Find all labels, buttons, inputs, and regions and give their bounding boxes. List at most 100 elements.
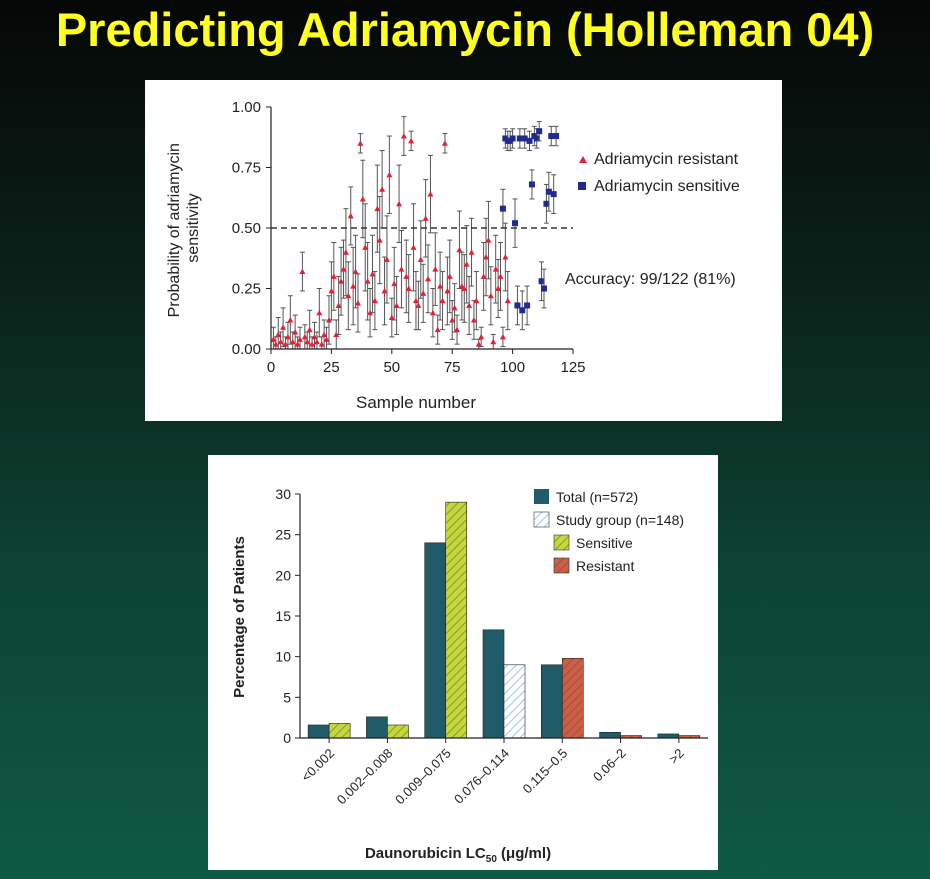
legend: Total (n=572) Study group (n=148) Sensit… — [533, 489, 684, 574]
x-tick-label: >2 — [666, 746, 687, 767]
point-resistant — [468, 249, 475, 255]
x-tick-label: 0.009–0.075 — [392, 746, 454, 808]
point-resistant — [398, 266, 405, 272]
point-sensitive — [509, 135, 516, 142]
legend-resistant-marker — [579, 156, 587, 163]
point-resistant — [338, 278, 345, 284]
point-sensitive — [528, 181, 535, 188]
bar-total — [424, 542, 447, 739]
point-resistant — [335, 302, 342, 308]
point-resistant — [449, 316, 456, 323]
point-resistant — [391, 280, 398, 287]
point-resistant — [369, 270, 376, 277]
point-sensitive — [519, 307, 526, 314]
point-resistant — [463, 261, 470, 267]
point-resistant — [292, 329, 299, 335]
point-resistant — [444, 287, 451, 294]
point-sensitive — [516, 135, 523, 142]
legend-sensitive-swatch — [553, 534, 570, 551]
legend: Adriamycin resistant Adriamycin sensitiv… — [578, 151, 740, 195]
point-resistant — [316, 309, 323, 316]
point-resistant — [272, 341, 279, 347]
bar-resistant — [561, 657, 584, 739]
point-resistant — [497, 273, 504, 279]
point-resistant — [434, 326, 441, 333]
bar-sensitive — [445, 501, 468, 739]
bar-total — [657, 733, 680, 739]
point-resistant — [323, 336, 330, 342]
point-resistant — [328, 287, 335, 294]
point-resistant — [313, 338, 320, 345]
point-resistant — [451, 304, 458, 311]
point-resistant — [441, 140, 448, 146]
x-axis-label: Sample number — [356, 393, 476, 412]
point-resistant — [374, 205, 381, 212]
point-resistant — [502, 254, 509, 260]
point-resistant — [280, 324, 287, 330]
point-resistant — [342, 249, 349, 255]
y-tick-label: 20 — [275, 567, 291, 583]
point-resistant — [364, 278, 371, 284]
point-resistant — [432, 266, 439, 272]
x-tick-label: 25 — [323, 359, 340, 376]
y-tick-label: 10 — [275, 649, 291, 665]
point-resistant — [383, 256, 390, 262]
point-resistant — [403, 273, 410, 279]
point-resistant — [362, 244, 369, 250]
point-sensitive — [553, 133, 560, 140]
point-sensitive — [521, 135, 528, 142]
point-resistant — [357, 140, 364, 146]
point-resistant — [422, 215, 429, 221]
legend-total-label: Total (n=572) — [556, 489, 638, 505]
legend-total-swatch — [534, 489, 549, 504]
point-resistant — [487, 292, 494, 299]
bar-total — [307, 724, 330, 739]
point-resistant — [408, 137, 415, 144]
point-sensitive — [543, 200, 550, 207]
point-resistant — [393, 302, 400, 308]
slide-title: Predicting Adriamycin (Holleman 04) — [55, 3, 875, 56]
point-resistant — [296, 336, 303, 342]
point-sensitive — [524, 302, 531, 309]
point-resistant — [347, 212, 354, 219]
point-resistant — [400, 133, 407, 139]
point-sensitive — [536, 128, 543, 135]
point-resistant — [417, 256, 424, 262]
point-resistant — [410, 244, 417, 250]
point-resistant — [499, 333, 506, 340]
x-tick-label: 0 — [267, 359, 275, 376]
point-resistant — [275, 331, 282, 337]
x-tick-label: 0.002–0.008 — [334, 746, 396, 808]
bar-total — [540, 664, 563, 739]
x-tick-label: 0.076–0.114 — [451, 746, 512, 807]
bar-total — [599, 732, 621, 739]
point-resistant — [381, 287, 388, 294]
point-resistant — [473, 297, 480, 304]
point-resistant — [478, 333, 485, 340]
x-tick-label: 0.06–2 — [590, 746, 629, 785]
point-sensitive — [533, 135, 540, 142]
y-tick-label: 15 — [275, 608, 291, 624]
legend-study-label: Study group (n=148) — [556, 512, 684, 528]
legend-study-swatch — [533, 511, 550, 528]
point-resistant — [480, 273, 487, 279]
point-resistant — [340, 266, 347, 272]
point-sensitive — [538, 278, 545, 285]
point-resistant — [420, 290, 427, 296]
point-resistant — [294, 341, 301, 347]
point-sensitive — [548, 133, 555, 140]
point-sensitive — [499, 205, 506, 212]
point-resistant — [454, 326, 461, 333]
point-resistant — [461, 285, 468, 291]
point-resistant — [321, 331, 328, 337]
bar-study — [503, 664, 526, 739]
point-resistant — [495, 285, 502, 291]
point-sensitive — [541, 285, 548, 292]
y-axis-label: Percentage of Patients — [231, 536, 248, 698]
point-resistant — [427, 191, 434, 197]
point-resistant — [371, 297, 378, 304]
point-sensitive — [514, 302, 521, 309]
bar-total — [482, 629, 505, 739]
point-resistant — [437, 283, 444, 289]
point-resistant — [405, 285, 412, 291]
